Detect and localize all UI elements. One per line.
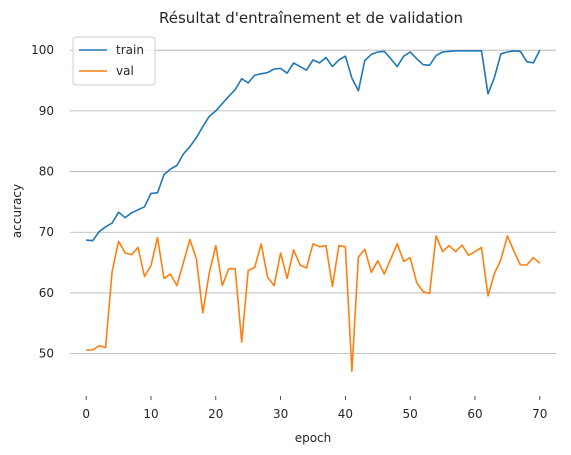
x-tick-label: 60 bbox=[467, 407, 482, 421]
y-tick-label: 80 bbox=[39, 165, 54, 179]
chart-title: Résultat d'entraînement et de validation bbox=[159, 9, 463, 27]
y-tick-label: 100 bbox=[31, 43, 54, 57]
legend: train val bbox=[72, 36, 156, 86]
series-line-train bbox=[86, 49, 541, 242]
x-tick-label: 10 bbox=[143, 407, 158, 421]
x-tick-label: 30 bbox=[273, 407, 288, 421]
x-tick-label: 0 bbox=[82, 407, 90, 421]
y-axis-ticks: 50 60 70 80 90 100 bbox=[31, 43, 54, 360]
grid-lines bbox=[70, 49, 556, 355]
y-tick-label: 90 bbox=[39, 104, 54, 118]
legend-label-train: train bbox=[116, 43, 144, 57]
y-tick-label: 70 bbox=[39, 225, 54, 239]
y-tick-label: 50 bbox=[39, 347, 54, 361]
series-lines bbox=[86, 49, 541, 373]
legend-frame bbox=[72, 36, 156, 86]
y-axis-label: accuracy bbox=[10, 184, 24, 238]
x-axis-ticks: 0 10 20 30 40 50 60 70 bbox=[82, 396, 547, 421]
y-tick-label: 60 bbox=[39, 286, 54, 300]
x-tick-label: 50 bbox=[403, 407, 418, 421]
x-tick-label: 40 bbox=[338, 407, 353, 421]
x-tick-label: 70 bbox=[532, 407, 547, 421]
series-line-val bbox=[86, 235, 541, 373]
x-axis-label: epoch bbox=[295, 431, 332, 445]
legend-label-val: val bbox=[116, 64, 134, 78]
x-tick-label: 20 bbox=[208, 407, 223, 421]
